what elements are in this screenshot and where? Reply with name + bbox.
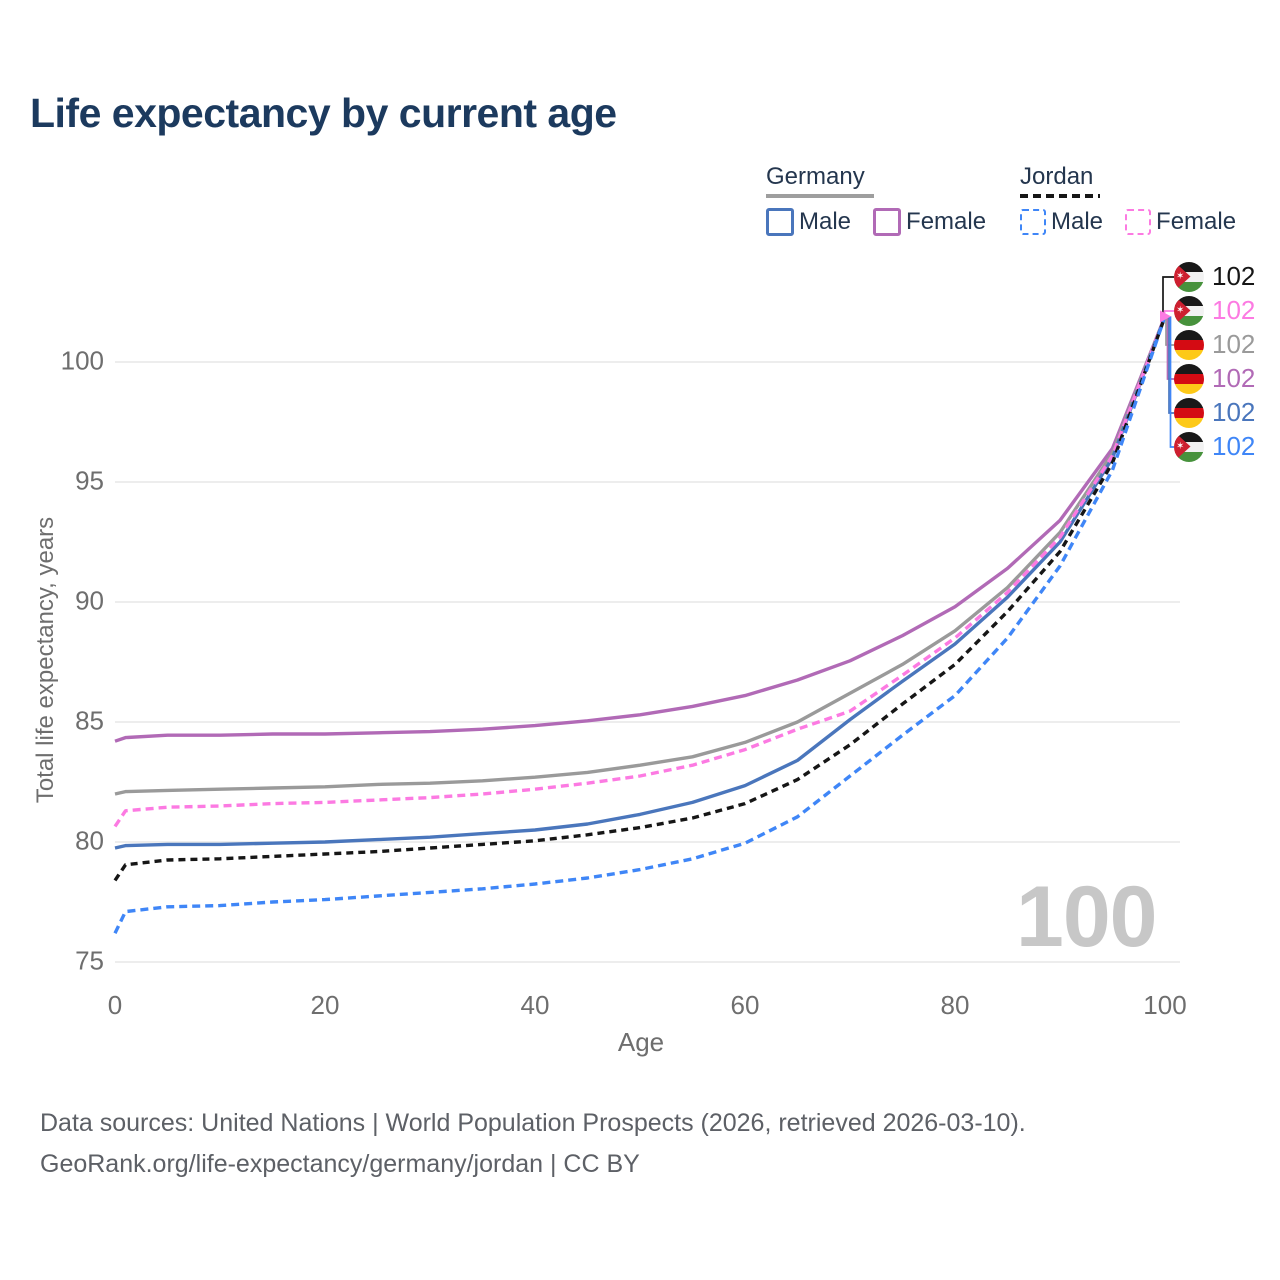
- series-line-jordan-male: [113, 315, 1167, 934]
- line-head-arrow-icon: [1160, 310, 1171, 323]
- end-value: 102: [1212, 261, 1256, 291]
- x-axis-title: Age: [617, 1027, 665, 1057]
- jordan-flag-icon: ✶: [1174, 431, 1204, 462]
- y-tick-90: 90: [75, 585, 104, 616]
- y-tick-85: 85: [75, 705, 104, 736]
- end-value: 102: [1212, 363, 1256, 393]
- y-axis-title: Total life expectancy, years: [32, 516, 59, 804]
- end-label-row-jordan-female: ✶ 102: [1174, 295, 1255, 326]
- x-tick-60: 60: [730, 990, 760, 1020]
- y-tick-100: 100: [60, 345, 104, 376]
- series-line-jordan-female: [113, 315, 1167, 828]
- x-tick-0: 0: [107, 990, 123, 1020]
- legend-label: Female: [906, 208, 987, 235]
- legend-item-germany-male[interactable]: Male: [766, 208, 851, 236]
- germany-male-checkbox[interactable]: [766, 208, 794, 236]
- page-title: Life expectancy by current age: [30, 90, 617, 136]
- legend-country-germany: Germany: [766, 163, 865, 190]
- legend-group-germany: Germany Male Female: [766, 163, 986, 236]
- series-line-germany-male: [114, 315, 1167, 850]
- germany-female-checkbox[interactable]: [873, 208, 902, 236]
- legend-item-germany-female[interactable]: Female: [873, 208, 986, 236]
- jordan-line-style-swatch: [1020, 194, 1100, 198]
- legend-label: Male: [799, 208, 852, 235]
- jordan-flag-icon: ✶: [1174, 261, 1204, 292]
- flag-star: ✶: [1176, 440, 1185, 452]
- end-label-connector: [1168, 316, 1174, 414]
- end-label-row-jordan-male: ✶ 102: [1174, 431, 1255, 462]
- data-sources-line: Data sources: United Nations | World Pop…: [40, 1109, 1026, 1137]
- germany-flag-icon: [1174, 397, 1204, 428]
- end-value: 102: [1212, 431, 1256, 461]
- legend-item-jordan-female[interactable]: Female: [1125, 208, 1236, 236]
- end-label-row-germany-male: 102: [1174, 397, 1255, 428]
- y-tick-80: 80: [75, 825, 104, 856]
- series-line-jordan: [113, 315, 1167, 882]
- legend-label: Female: [1156, 208, 1237, 235]
- y-tick-95: 95: [75, 465, 104, 496]
- x-tick-40: 40: [520, 990, 550, 1020]
- germany-flag-icon: [1174, 329, 1204, 360]
- series-line-germany: [114, 315, 1167, 796]
- jordan-flag-icon: ✶: [1174, 295, 1204, 326]
- legend-group-jordan: Jordan Male Female: [1020, 163, 1236, 236]
- jordan-male-checkbox[interactable]: [1020, 209, 1046, 235]
- footer: Data sources: United Nations | World Pop…: [40, 1103, 1026, 1185]
- attribution-line: GeoRank.org/life-expectancy/germany/jord…: [40, 1150, 640, 1178]
- end-label-connector: [1169, 316, 1174, 448]
- end-label-row-germany-female: 102: [1174, 363, 1255, 394]
- end-value: 102: [1212, 397, 1256, 427]
- legend-label: Male: [1051, 208, 1104, 235]
- flag-star: ✶: [1176, 304, 1185, 316]
- end-value: 102: [1212, 329, 1256, 359]
- germany-line-style-swatch: [766, 194, 874, 198]
- germany-flag-icon: [1174, 363, 1204, 394]
- legend-country-jordan: Jordan: [1020, 163, 1094, 190]
- jordan-female-checkbox[interactable]: [1125, 209, 1152, 235]
- end-label-connector: [1162, 276, 1174, 317]
- x-tick-100: 100: [1143, 990, 1187, 1020]
- series-line-germany-female: [114, 315, 1167, 743]
- flag-star: ✶: [1176, 270, 1185, 282]
- legend-item-jordan-male[interactable]: Male: [1020, 208, 1103, 236]
- end-label-connector: [1166, 316, 1174, 380]
- end-value: 102: [1212, 295, 1256, 325]
- x-tick-80: 80: [940, 990, 970, 1020]
- end-label-row-jordan: ✶ 102: [1174, 261, 1255, 292]
- age-counter-watermark: 100: [1016, 869, 1157, 965]
- end-label-row-germany: 102: [1174, 329, 1255, 360]
- x-tick-20: 20: [310, 990, 340, 1020]
- y-tick-75: 75: [75, 945, 104, 976]
